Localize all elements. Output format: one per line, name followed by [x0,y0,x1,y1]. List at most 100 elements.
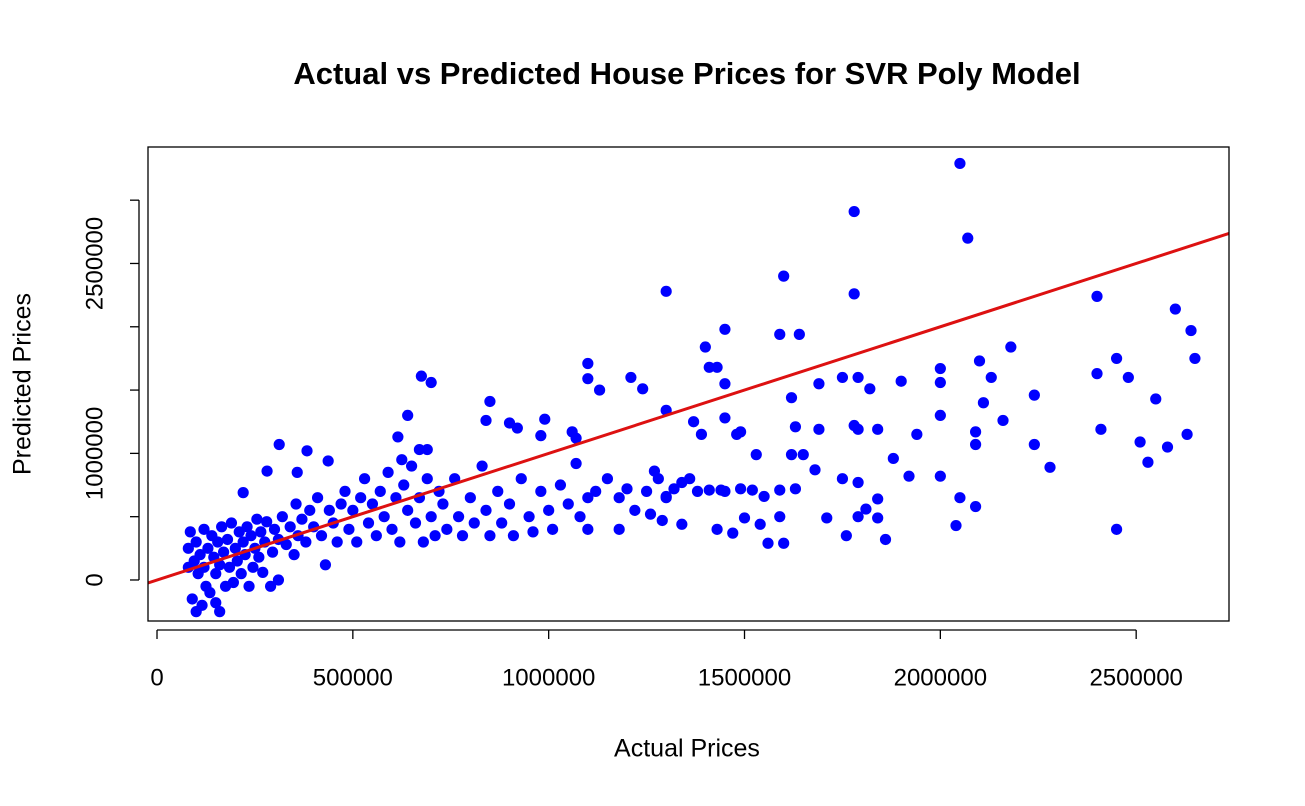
point [231,555,243,567]
point [969,438,982,451]
x-tick-label: 1500000 [698,664,791,691]
point [985,371,997,384]
point [335,498,347,510]
point [582,357,594,370]
point [241,521,253,533]
point [300,536,312,548]
point [235,568,247,580]
y-tick-label: 1000000 [81,407,108,500]
points [182,157,1201,618]
point [322,455,334,467]
point [954,492,966,504]
chart-title: Actual vs Predicted House Prices for SVR… [293,56,1080,91]
point [382,466,394,478]
point [202,542,214,554]
point [311,492,324,504]
point [887,452,899,465]
point [1161,441,1174,453]
point [1091,290,1103,302]
point [194,549,206,561]
point [484,530,496,542]
point [746,484,758,496]
point [425,376,437,389]
point [468,517,480,529]
point [785,449,798,461]
point [273,438,285,451]
point [355,492,367,504]
point [695,428,708,440]
point [1095,423,1107,435]
x-tick-label: 2500000 [1089,664,1182,691]
x-tick-label: 1000000 [502,664,595,691]
point [417,536,429,548]
point [934,362,946,375]
point [738,512,751,524]
point [1091,368,1103,380]
point [378,511,390,523]
point [304,504,316,516]
point [684,473,696,485]
point [719,485,731,497]
point [813,423,825,435]
point [261,465,273,477]
point [210,597,222,609]
point [214,606,226,618]
point [969,500,982,513]
point [582,492,594,504]
point [182,542,194,554]
point [625,371,637,384]
point [480,504,492,516]
point [750,449,762,461]
point [374,485,386,497]
point [778,270,790,282]
point [836,473,849,485]
point [331,536,343,548]
point [523,511,535,523]
point [441,523,453,535]
point [734,483,747,495]
point [1134,436,1146,448]
point [362,517,375,529]
point [852,511,864,523]
point [198,523,210,535]
point [288,549,300,561]
point [613,523,625,535]
point [280,538,292,551]
x-tick-label: 500000 [313,664,393,691]
point [687,416,700,428]
point [668,483,680,495]
point [934,470,946,482]
point [574,511,586,523]
point [629,504,641,516]
point [789,483,802,495]
point [212,536,224,548]
point [217,546,230,558]
point [1189,352,1201,365]
point [225,517,238,529]
point [415,370,427,382]
point [719,412,731,424]
y-tick-label: 0 [81,573,108,586]
point [676,518,688,530]
point [421,473,433,485]
point [398,479,410,491]
point [778,537,790,549]
point [323,504,335,516]
point [691,485,704,497]
point [221,533,234,546]
point [456,530,469,542]
point [402,409,414,421]
plot-box [147,146,1230,622]
point [210,568,222,580]
point [476,460,488,472]
point [429,530,441,542]
point [464,492,476,504]
point [660,492,672,504]
point [351,536,363,548]
point [1142,456,1154,468]
point [266,546,279,558]
point [911,428,923,440]
point [1185,324,1197,337]
point [590,485,602,497]
